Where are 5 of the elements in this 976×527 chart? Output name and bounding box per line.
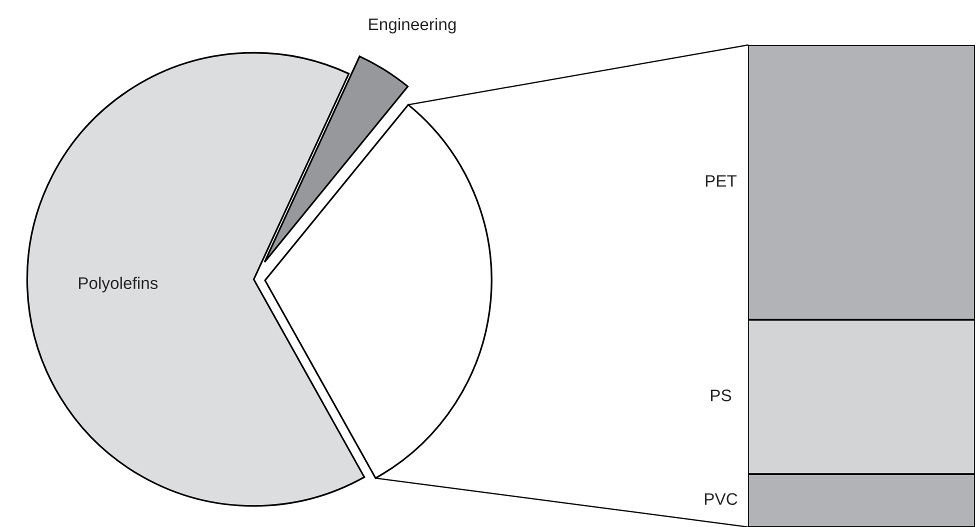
series-label: PET [706, 175, 737, 187]
series-label: PVC [704, 493, 738, 505]
slice-label: Engineering [369, 18, 456, 34]
slice-label: Polyolefins [78, 276, 158, 292]
series-label: PS [711, 390, 732, 402]
